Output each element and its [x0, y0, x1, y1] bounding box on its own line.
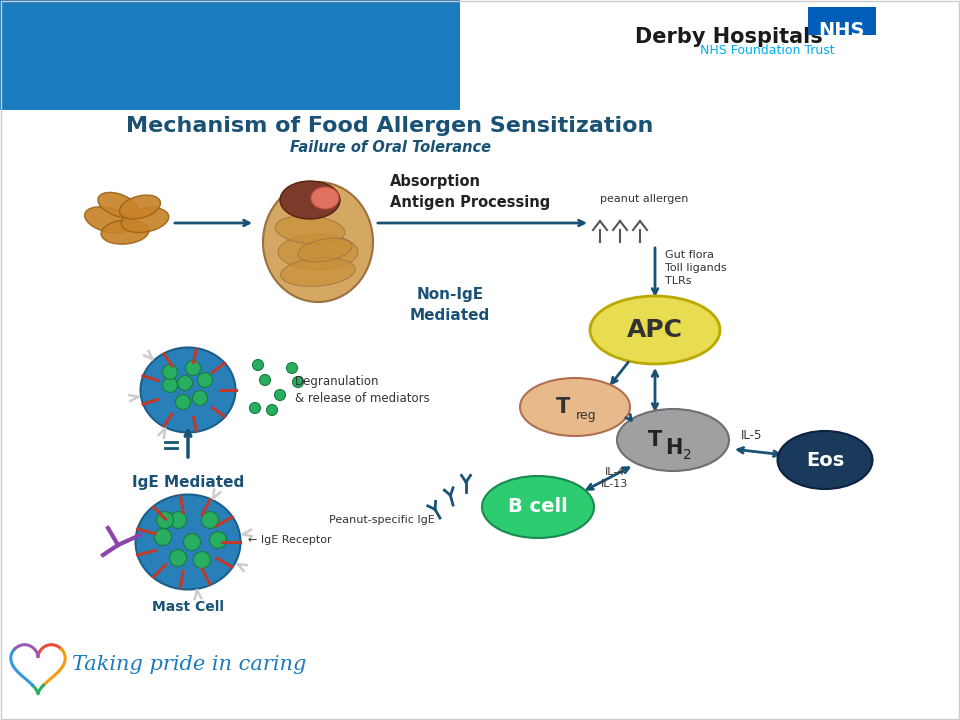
Text: Failure of Oral Tolerance: Failure of Oral Tolerance: [290, 140, 491, 155]
Text: Taking pride in caring: Taking pride in caring: [72, 655, 306, 675]
Ellipse shape: [98, 192, 138, 217]
Ellipse shape: [185, 361, 201, 376]
Text: peanut allergen: peanut allergen: [600, 194, 688, 204]
Ellipse shape: [590, 296, 720, 364]
Text: Eos: Eos: [805, 451, 844, 469]
Ellipse shape: [263, 182, 373, 302]
Text: Derby Hospitals: Derby Hospitals: [635, 27, 823, 47]
Ellipse shape: [293, 377, 303, 387]
Ellipse shape: [267, 405, 277, 415]
Ellipse shape: [278, 235, 358, 269]
Text: IL-5: IL-5: [741, 429, 762, 442]
Ellipse shape: [276, 216, 345, 244]
Text: APC: APC: [627, 318, 683, 342]
Text: IgE Mediated: IgE Mediated: [132, 474, 244, 490]
Ellipse shape: [176, 395, 190, 410]
Text: ← IgE Receptor: ← IgE Receptor: [248, 535, 331, 545]
Text: reg: reg: [576, 408, 596, 421]
Ellipse shape: [84, 207, 132, 233]
Ellipse shape: [170, 511, 186, 528]
Ellipse shape: [170, 549, 186, 567]
Ellipse shape: [280, 181, 340, 219]
Ellipse shape: [280, 258, 355, 287]
Text: T: T: [556, 397, 570, 417]
Text: NHS Foundation Trust: NHS Foundation Trust: [700, 44, 834, 57]
Ellipse shape: [298, 238, 352, 262]
Ellipse shape: [162, 364, 178, 379]
Ellipse shape: [482, 476, 594, 538]
Ellipse shape: [194, 552, 210, 569]
FancyBboxPatch shape: [808, 7, 876, 35]
Text: Absorption
Antigen Processing: Absorption Antigen Processing: [390, 174, 550, 210]
Ellipse shape: [259, 374, 271, 385]
Ellipse shape: [198, 372, 212, 387]
Ellipse shape: [156, 511, 174, 528]
Ellipse shape: [202, 511, 219, 528]
Ellipse shape: [250, 402, 260, 413]
Ellipse shape: [119, 195, 160, 219]
Ellipse shape: [178, 376, 193, 390]
Ellipse shape: [778, 431, 873, 489]
Ellipse shape: [275, 390, 285, 400]
Ellipse shape: [155, 528, 172, 546]
Text: Mast Cell: Mast Cell: [152, 600, 224, 614]
Ellipse shape: [121, 207, 169, 233]
Text: NHS: NHS: [819, 21, 865, 40]
FancyBboxPatch shape: [0, 0, 460, 110]
Ellipse shape: [252, 359, 263, 371]
Text: IL-4
IL-13: IL-4 IL-13: [601, 467, 629, 489]
Text: T: T: [648, 430, 662, 450]
Ellipse shape: [140, 348, 235, 433]
Text: Peanut-specific IgE: Peanut-specific IgE: [329, 515, 435, 525]
Ellipse shape: [135, 495, 241, 590]
Ellipse shape: [193, 390, 207, 405]
Ellipse shape: [520, 378, 630, 436]
Ellipse shape: [286, 362, 298, 374]
Ellipse shape: [617, 409, 729, 471]
Ellipse shape: [311, 187, 339, 209]
Text: H: H: [665, 438, 683, 458]
Text: Non-IgE
Mediated: Non-IgE Mediated: [410, 287, 491, 323]
Text: Mechanism of Food Allergen Sensitization: Mechanism of Food Allergen Sensitization: [127, 116, 654, 136]
Text: Gut flora
Toll ligands
TLRs: Gut flora Toll ligands TLRs: [665, 250, 727, 286]
Ellipse shape: [183, 534, 201, 551]
Ellipse shape: [162, 377, 178, 392]
Text: Degranulation
& release of mediators: Degranulation & release of mediators: [295, 375, 430, 405]
Text: 2: 2: [683, 448, 692, 462]
Text: B cell: B cell: [508, 498, 568, 516]
Ellipse shape: [101, 220, 149, 244]
Ellipse shape: [209, 531, 227, 549]
